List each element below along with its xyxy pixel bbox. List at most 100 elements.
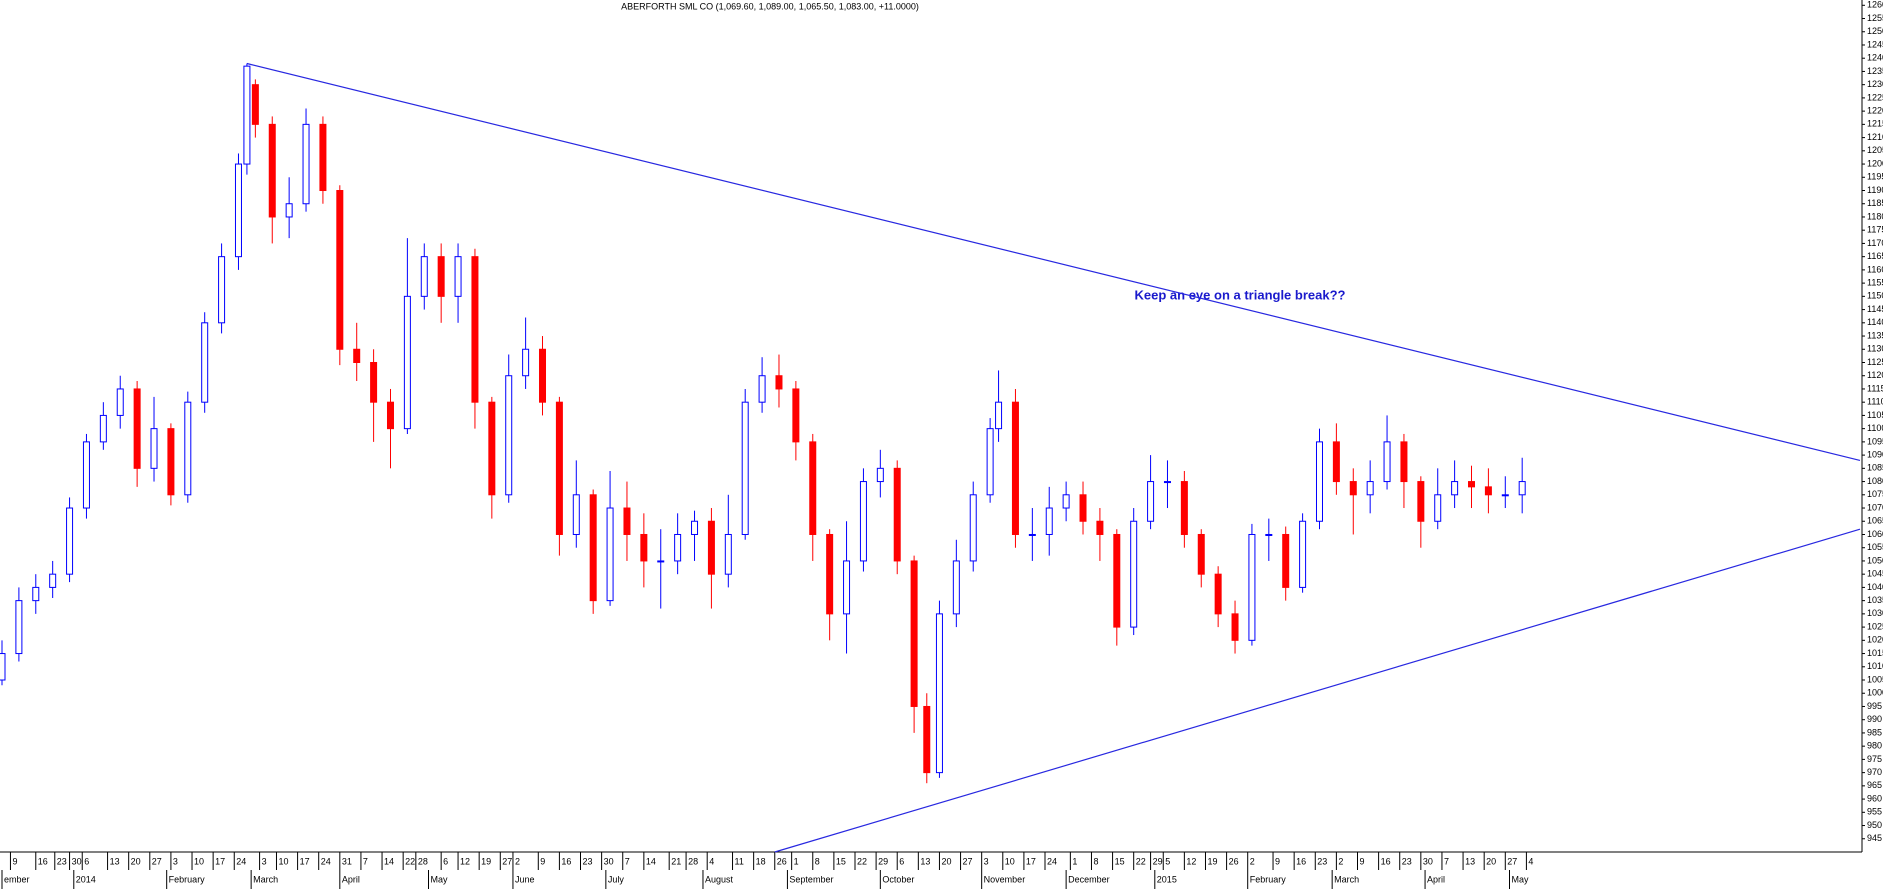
month-label: February xyxy=(169,874,206,884)
candle-body xyxy=(859,481,867,562)
candle-body xyxy=(809,441,817,535)
y-tick-label: 1070 xyxy=(1867,502,1883,512)
candle-body xyxy=(1349,481,1357,496)
candle-body xyxy=(116,388,124,416)
y-tick-label: 1190 xyxy=(1867,185,1883,195)
candle-body xyxy=(758,375,766,403)
x-tick-label: 24 xyxy=(321,856,331,866)
x-tick-label: 2 xyxy=(1338,856,1343,866)
x-tick-label: 5 xyxy=(1165,856,1170,866)
x-tick-label: 7 xyxy=(625,856,630,866)
x-tick-label: 19 xyxy=(1207,856,1217,866)
y-tick-label: 1085 xyxy=(1867,463,1883,473)
candle-body xyxy=(201,322,209,403)
y-tick-label: 1215 xyxy=(1867,119,1883,129)
candle-body xyxy=(589,494,597,602)
candle-body xyxy=(454,256,462,297)
candle-body xyxy=(99,414,107,443)
y-tick-label: 1185 xyxy=(1867,198,1883,208)
x-tick-label: 9 xyxy=(1275,856,1280,866)
month-label: August xyxy=(705,874,734,884)
y-tick-label: 960 xyxy=(1867,793,1882,803)
y-tick-label: 945 xyxy=(1867,833,1882,843)
x-tick-label: 9 xyxy=(1359,856,1364,866)
candle-body xyxy=(1163,481,1171,484)
y-tick-label: 1105 xyxy=(1867,410,1883,420)
x-tick-label: 16 xyxy=(38,856,48,866)
x-tick-label: 27 xyxy=(502,856,512,866)
x-tick-label: 14 xyxy=(646,856,656,866)
y-tick-label: 970 xyxy=(1867,767,1882,777)
x-tick-label: 18 xyxy=(756,856,766,866)
candle-body xyxy=(572,494,580,535)
x-tick-label: 28 xyxy=(688,856,698,866)
candle-body xyxy=(1011,401,1019,535)
candle-body xyxy=(370,361,378,403)
x-tick-label: 4 xyxy=(709,856,714,866)
y-tick-label: 1130 xyxy=(1867,344,1883,354)
candle-body xyxy=(1468,481,1476,488)
x-tick-label: 22 xyxy=(857,856,867,866)
candle-body xyxy=(0,653,6,681)
candle-body xyxy=(1518,481,1526,496)
month-label: 2015 xyxy=(1157,874,1177,884)
x-tick-label: 27 xyxy=(963,856,973,866)
candle-body xyxy=(1434,494,1442,522)
candle-body xyxy=(1214,573,1222,615)
candle-body xyxy=(1299,520,1307,588)
y-tick-label: 1090 xyxy=(1867,449,1883,459)
candle-body xyxy=(707,520,715,575)
candle-body xyxy=(15,600,23,655)
x-tick-label: 6 xyxy=(443,856,448,866)
candle-body xyxy=(167,428,175,496)
y-tick-label: 1240 xyxy=(1867,53,1883,63)
x-tick-label: 22 xyxy=(405,856,415,866)
month-label: July xyxy=(608,874,625,884)
candle-body xyxy=(319,123,327,192)
y-tick-label: 1035 xyxy=(1867,595,1883,605)
y-tick-label: 1055 xyxy=(1867,542,1883,552)
candle-body xyxy=(893,467,901,562)
y-tick-label: 1115 xyxy=(1867,383,1883,393)
x-tick-label: 4 xyxy=(1528,856,1533,866)
candle-body xyxy=(1147,481,1155,522)
candle-body xyxy=(505,375,513,496)
month-label: March xyxy=(1334,874,1359,884)
x-tick-label: 13 xyxy=(1465,856,1475,866)
y-tick-label: 1205 xyxy=(1867,145,1883,155)
candle-body xyxy=(1265,533,1273,536)
candle-body xyxy=(741,401,749,535)
trend-line xyxy=(774,528,1861,853)
candle-body xyxy=(1400,441,1408,483)
candle-body xyxy=(1417,481,1425,522)
candle-body xyxy=(986,428,994,496)
candle-body xyxy=(555,401,563,535)
y-tick-label: 1025 xyxy=(1867,621,1883,631)
candle-body xyxy=(1315,441,1323,522)
candle-body xyxy=(285,203,293,218)
candle-body xyxy=(251,84,259,125)
candle-body xyxy=(724,533,732,575)
y-tick-label: 995 xyxy=(1867,701,1882,711)
y-tick-label: 1125 xyxy=(1867,357,1883,367)
y-tick-label: 1210 xyxy=(1867,132,1883,142)
y-tick-label: 950 xyxy=(1867,820,1882,830)
y-tick-label: 1040 xyxy=(1867,582,1883,592)
x-tick-label: 13 xyxy=(920,856,930,866)
candle-body xyxy=(1130,520,1138,628)
candle-body xyxy=(420,256,428,297)
candle-body xyxy=(133,388,141,469)
x-tick-label: 17 xyxy=(215,856,225,866)
x-tick-label: 23 xyxy=(1402,856,1412,866)
candle-body xyxy=(1231,613,1239,641)
x-tick-label: 21 xyxy=(671,856,681,866)
x-tick-label: 30 xyxy=(72,856,82,866)
x-tick-label: 20 xyxy=(1486,856,1496,866)
candle-body xyxy=(539,348,547,403)
x-tick-label: 3 xyxy=(173,856,178,866)
candle-body xyxy=(952,560,960,615)
candle-body xyxy=(1180,481,1188,535)
y-tick-label: 1235 xyxy=(1867,66,1883,76)
y-tick-label: 1030 xyxy=(1867,608,1883,618)
candle-body xyxy=(336,190,344,350)
